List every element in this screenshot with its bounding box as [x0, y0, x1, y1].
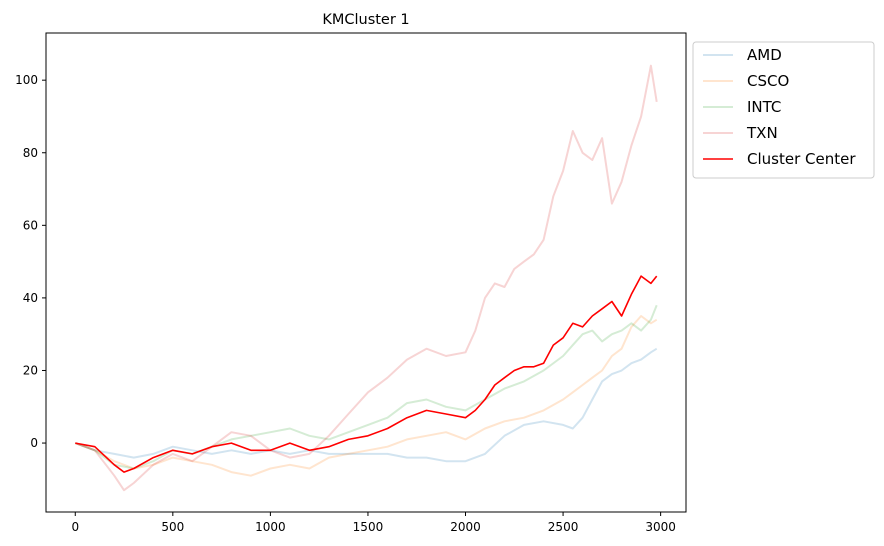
plot-frame [45, 32, 687, 513]
chart-title: KMCluster 1 [322, 12, 409, 28]
x-tick-label: 0 [71, 520, 79, 534]
series-line-txn [74, 64, 658, 492]
legend-box [692, 41, 875, 179]
legend-label: Cluster Center [747, 150, 856, 168]
legend-label: TXN [746, 124, 778, 142]
x-tick-label: 1000 [255, 520, 286, 534]
x-tick-label: 500 [161, 520, 184, 534]
x-axis: 0 500 1000 1500 2000 2500 3000 [71, 512, 676, 534]
legend-label: AMD [747, 46, 782, 64]
y-tick-label: 60 [23, 218, 38, 232]
legend-label: INTC [747, 98, 781, 116]
x-tick-label: 3000 [645, 520, 676, 534]
y-tick-label: 20 [23, 363, 38, 377]
x-tick-label: 1500 [353, 520, 384, 534]
y-tick-label: 40 [23, 291, 38, 305]
series-line-amd [74, 347, 658, 463]
series-line-csco [74, 315, 658, 477]
y-axis: 0 20 40 60 80 100 [15, 73, 46, 450]
legend: AMD CSCO INTC TXN Cluster Center [692, 41, 875, 179]
x-tick-label: 2500 [548, 520, 579, 534]
legend-label: CSCO [747, 72, 789, 90]
y-tick-label: 100 [15, 73, 38, 87]
y-tick-label: 80 [23, 146, 38, 160]
y-tick-label: 0 [30, 436, 38, 450]
series-layer [74, 64, 658, 492]
series-line-cluster-center [75, 275, 658, 473]
x-tick-label: 2000 [450, 520, 481, 534]
